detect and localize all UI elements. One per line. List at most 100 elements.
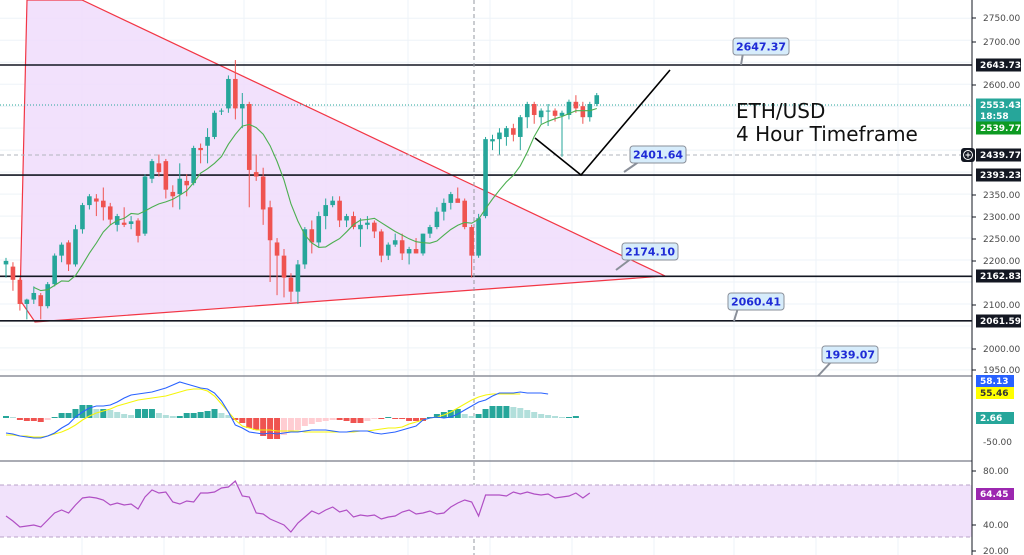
candle-body[interactable]	[246, 103, 252, 170]
candle-body[interactable]	[316, 216, 322, 243]
candle-body[interactable]	[163, 161, 169, 190]
candle-body[interactable]	[73, 229, 78, 265]
axis-tag-level[interactable]: 2061.59	[976, 314, 1021, 328]
candle-body[interactable]	[497, 132, 502, 140]
candle-body[interactable]	[3, 260, 9, 265]
candle-body[interactable]	[267, 207, 273, 241]
candle-body[interactable]	[240, 103, 245, 109]
candle-body[interactable]	[212, 112, 217, 137]
candle-body[interactable]	[358, 224, 363, 230]
candle-body[interactable]	[121, 222, 127, 225]
candle-body[interactable]	[344, 216, 349, 221]
candle-body[interactable]	[518, 117, 523, 137]
candle-body[interactable]	[205, 136, 210, 146]
candle-body[interactable]	[372, 222, 377, 232]
candle-body[interactable]	[573, 101, 579, 109]
candle-body[interactable]	[462, 200, 467, 228]
axis-tag-level[interactable]: 2393.23	[976, 168, 1021, 182]
candle-body[interactable]	[107, 206, 113, 220]
candle-body[interactable]	[448, 194, 454, 203]
candle-body[interactable]	[87, 196, 92, 206]
candle-body[interactable]	[504, 128, 509, 137]
projection-path[interactable]	[534, 69, 671, 177]
candle-body[interactable]	[427, 227, 433, 234]
axis-tag-ma[interactable]: 2539.77	[976, 121, 1021, 135]
candle-body[interactable]	[233, 78, 238, 109]
candle-body[interactable]	[302, 229, 308, 265]
candle-body[interactable]	[45, 284, 50, 307]
candle-body[interactable]	[420, 233, 426, 254]
callout-2647.37[interactable]: 2647.37	[732, 37, 790, 66]
candle-body[interactable]	[281, 255, 287, 278]
candle-body[interactable]	[545, 110, 551, 112]
candle-body[interactable]	[149, 161, 155, 179]
candle-body[interactable]	[101, 200, 106, 208]
candle-body[interactable]	[413, 249, 419, 254]
axis-tag-countdown[interactable]: 18:58	[976, 109, 1021, 123]
candle-body[interactable]	[476, 218, 481, 256]
candle-body[interactable]	[94, 198, 99, 202]
candle-body[interactable]	[469, 227, 474, 256]
axis-tag-level[interactable]: 2643.73	[976, 58, 1021, 72]
callout-2060.41[interactable]: 2060.41	[727, 292, 785, 322]
candle-body[interactable]	[392, 240, 398, 245]
candle-body[interactable]	[260, 176, 266, 210]
chart-title-annotation[interactable]: ETH/USD 4 Hour Timeframe	[736, 100, 918, 146]
candle-body[interactable]	[184, 180, 189, 186]
candle-body[interactable]	[128, 221, 134, 224]
candle-body[interactable]	[288, 277, 294, 292]
candle-body[interactable]	[538, 110, 544, 118]
callout-1939.07[interactable]: 1939.07	[817, 345, 879, 377]
candle-body[interactable]	[52, 255, 57, 285]
candle-body[interactable]	[80, 205, 85, 230]
candle-body[interactable]	[309, 229, 315, 243]
candle-body[interactable]	[191, 147, 196, 184]
candle-body[interactable]	[385, 244, 391, 256]
candle-body[interactable]	[379, 231, 384, 256]
candle-body[interactable]	[399, 240, 405, 254]
candle-body[interactable]	[524, 103, 530, 118]
candle-body[interactable]	[337, 200, 342, 221]
candle-body[interactable]	[511, 128, 516, 135]
candle-body[interactable]	[594, 95, 600, 104]
candle-body[interactable]	[17, 279, 23, 304]
candle-body[interactable]	[10, 266, 16, 280]
candle-body[interactable]	[531, 103, 537, 115]
candle-body[interactable]	[434, 211, 440, 228]
candle-body[interactable]	[552, 110, 558, 116]
add-alert-plus-button[interactable]	[961, 148, 975, 162]
candle-body[interactable]	[24, 299, 30, 304]
candle-body[interactable]	[253, 172, 259, 177]
candle-body[interactable]	[142, 176, 148, 234]
candle-body[interactable]	[135, 220, 141, 236]
candle-body[interactable]	[580, 106, 586, 118]
macd-pane[interactable]	[3, 381, 579, 439]
axis-tag-crosshair[interactable]: 2439.77	[976, 148, 1021, 162]
candle-body[interactable]	[177, 178, 183, 195]
candle-body[interactable]	[365, 222, 370, 225]
candlestick-series[interactable]	[3, 60, 600, 320]
triangle-pattern[interactable]	[19, 0, 668, 323]
candle-body[interactable]	[38, 295, 44, 307]
candle-body[interactable]	[226, 78, 231, 109]
price-callouts[interactable]: 2647.37 2401.64 2174.10 2060.41 1939.07	[615, 37, 879, 377]
candle-body[interactable]	[406, 249, 412, 254]
callout-2174.10[interactable]: 2174.10	[615, 242, 679, 271]
rsi-pane[interactable]	[0, 480, 972, 538]
candle-body[interactable]	[559, 112, 565, 116]
callout-2401.64[interactable]: 2401.64	[623, 145, 687, 173]
candle-body[interactable]	[351, 216, 356, 228]
candle-body[interactable]	[330, 200, 335, 206]
candle-body[interactable]	[566, 101, 572, 115]
candle-body[interactable]	[483, 139, 488, 217]
candle-body[interactable]	[441, 202, 447, 212]
candle-body[interactable]	[31, 292, 37, 300]
candle-body[interactable]	[156, 163, 162, 173]
candle-body[interactable]	[490, 139, 495, 142]
axis-tag-level[interactable]: 2162.83	[976, 269, 1021, 283]
candle-body[interactable]	[323, 205, 328, 217]
candle-body[interactable]	[170, 191, 176, 197]
candle-body[interactable]	[66, 242, 71, 265]
axis-tag-last-price[interactable]: 2553.43	[976, 98, 1021, 112]
